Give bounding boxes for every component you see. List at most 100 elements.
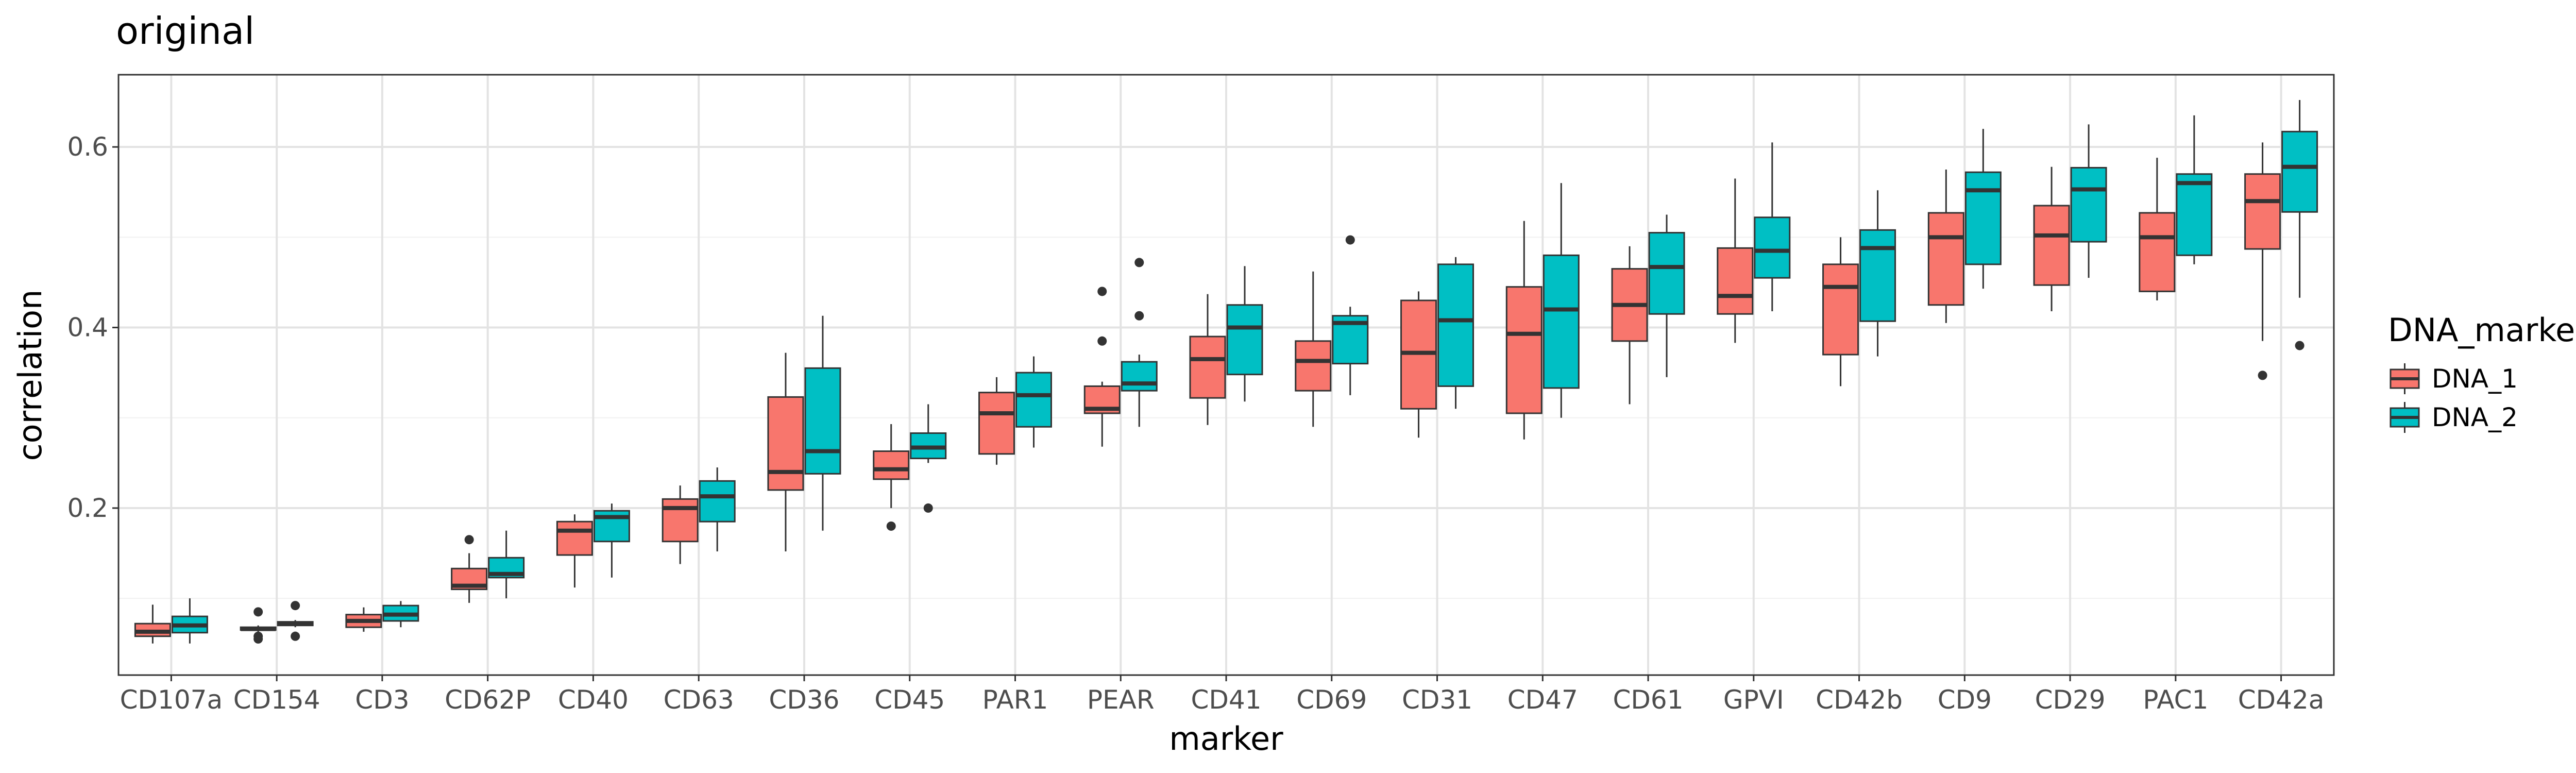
box-iqr: [662, 498, 699, 543]
box-iqr: [978, 392, 1015, 455]
box-DNA_2-CD40: [593, 503, 630, 578]
box-DNA_2-CD29: [2070, 124, 2107, 278]
box-DNA_1-CD107a: [134, 604, 171, 644]
x-axis-ticks: CD107a CD154 CD3 CD62P CD40 CD63 CD36 CD45 PAR1 P…: [120, 675, 2325, 715]
x-tick-label: CD9: [1938, 685, 1992, 715]
x-tick-label: GPVI: [1723, 685, 1784, 715]
x-tick-label: CD31: [1402, 685, 1472, 715]
x-tick-label: CD41: [1191, 685, 1261, 715]
box-DNA_1-CD47: [1505, 221, 1543, 440]
x-tick-label: CD61: [1613, 685, 1684, 715]
box-iqr: [1822, 263, 1859, 356]
box-iqr: [1295, 340, 1332, 392]
outlier-point: [253, 607, 263, 617]
box-DNA_1-CD29: [2033, 166, 2070, 311]
box-DNA_1-CD69: [1295, 271, 1332, 427]
x-tick-label: CD62P: [445, 685, 531, 715]
box-DNA_1-CD41: [1189, 294, 1226, 425]
box-iqr: [2244, 173, 2281, 250]
legend: DNA_marker DNA_1 DNA_2: [2388, 311, 2576, 433]
box-DNA_2-CD31: [1437, 257, 1475, 409]
box-iqr: [1505, 286, 1543, 414]
box-DNA_1-CD154: [240, 607, 277, 644]
gridlines: [118, 75, 2334, 675]
box-iqr: [1189, 335, 1226, 399]
box-DNA_2-CD41: [1226, 266, 1263, 402]
box-iqr: [767, 396, 804, 491]
box-DNA_2-CD62P: [488, 530, 525, 599]
box-iqr: [2033, 205, 2070, 286]
box-iqr: [873, 450, 910, 480]
x-tick-label: CD42b: [1816, 685, 1903, 715]
y-tick-label: 0.2: [67, 493, 108, 523]
box-iqr: [2070, 166, 2107, 243]
legend-title: DNA_marker: [2388, 311, 2576, 349]
box-DNA_1-GPVI: [1717, 178, 1754, 343]
box-series: [134, 100, 2318, 644]
y-tick-label: 0.4: [67, 313, 108, 343]
box-iqr: [1964, 171, 2002, 265]
box-iqr: [556, 520, 593, 556]
x-tick-label: PAC1: [2143, 685, 2208, 715]
legend-label: DNA_1: [2432, 364, 2518, 394]
outlier-point: [1134, 258, 1144, 267]
x-tick-label: CD40: [558, 685, 629, 715]
box-iqr: [1121, 361, 1158, 392]
box-iqr: [2176, 173, 2213, 256]
outlier-point: [464, 535, 474, 545]
box-DNA_1-CD45: [873, 424, 910, 531]
box-DNA_2-CD3: [382, 601, 419, 628]
box-iqr: [1927, 212, 1964, 306]
y-axis-ticks: 0.2 0.4 0.6: [67, 132, 118, 523]
box-DNA_1-CD42a: [2244, 142, 2281, 380]
box-DNA_1-PAR1: [978, 377, 1015, 465]
legend-label: DNA_2: [2432, 402, 2518, 432]
x-tick-label: CD42a: [2238, 685, 2325, 715]
box-iqr: [1648, 232, 1685, 315]
y-tick-label: 0.6: [67, 132, 108, 162]
box-DNA_2-CD63: [699, 467, 736, 551]
y-axis-title: correlation: [11, 290, 49, 461]
box-DNA_2-CD69: [1332, 235, 1369, 395]
box-DNA_2-CD45: [910, 404, 947, 513]
x-tick-label: CD3: [355, 685, 409, 715]
box-DNA_1-CD3: [345, 607, 382, 632]
outlier-point: [1134, 311, 1144, 321]
outlier-point: [1097, 287, 1107, 296]
outlier-point: [291, 631, 300, 641]
x-tick-label: CD69: [1296, 685, 1367, 715]
box-DNA_2-GPVI: [1754, 142, 1791, 311]
box-DNA_2-PAC1: [2176, 115, 2213, 264]
outlier-point: [1097, 336, 1107, 346]
x-tick-label: CD154: [233, 685, 320, 715]
outlier-point: [886, 521, 896, 531]
x-tick-label: CD29: [2035, 685, 2106, 715]
legend-item-DNA_1: DNA_1: [2389, 363, 2518, 394]
box-DNA_2-CD42b: [1859, 190, 1896, 357]
box-DNA_1-CD31: [1400, 291, 1437, 438]
x-tick-label: CD36: [769, 685, 839, 715]
x-tick-label: CD45: [874, 685, 945, 715]
box-DNA_2-CD42a: [2281, 100, 2318, 350]
x-tick-label: CD63: [664, 685, 734, 715]
outlier-point: [1345, 235, 1355, 245]
box-DNA_1-CD63: [662, 485, 699, 564]
box-DNA_1-CD62P: [451, 535, 488, 603]
box-DNA_1-CD61: [1611, 246, 1648, 405]
box-DNA_2-CD61: [1648, 214, 1685, 377]
outlier-point: [2295, 341, 2304, 350]
outlier-point: [253, 631, 263, 641]
box-iqr: [804, 367, 841, 475]
box-iqr: [1543, 254, 1580, 389]
chart-title: original: [116, 9, 255, 53]
box-iqr: [1015, 372, 1052, 428]
box-DNA_2-CD107a: [171, 598, 208, 644]
box-DNA_1-CD42b: [1822, 237, 1859, 386]
box-iqr: [1437, 263, 1475, 387]
x-tick-label: PEAR: [1087, 685, 1155, 715]
box-DNA_1-PEAR: [1083, 287, 1121, 447]
x-tick-label: CD47: [1507, 685, 1578, 715]
box-DNA_1-CD36: [767, 352, 804, 551]
box-iqr: [2281, 130, 2318, 213]
